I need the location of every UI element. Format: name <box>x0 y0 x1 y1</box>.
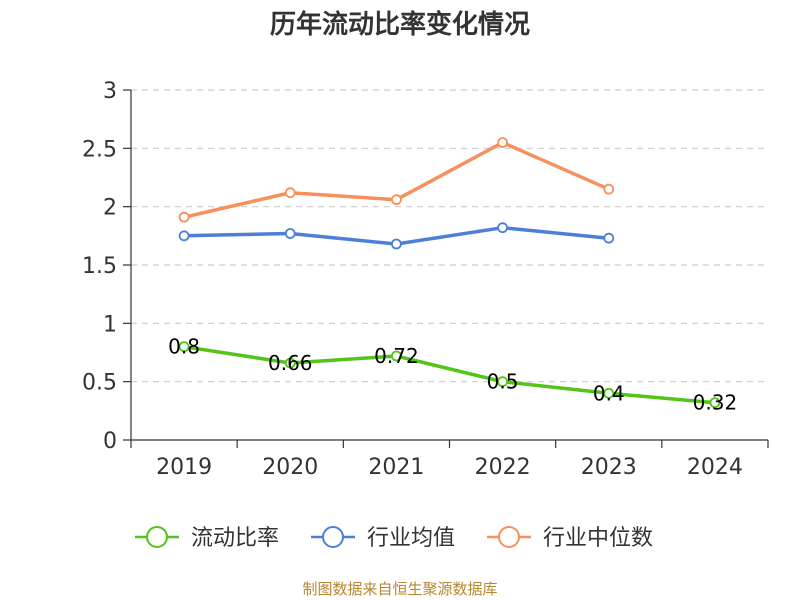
data-label-current-ratio: 0.5 <box>487 370 519 394</box>
legend: 流动比率 行业均值 行业中位数 <box>135 526 653 551</box>
series-industry-average <box>178 222 615 250</box>
y-tick-label: 0.5 <box>82 371 117 396</box>
series-line-industry-median <box>182 140 611 219</box>
data-point-industry-average[interactable] <box>284 228 296 239</box>
x-tick-label: 2023 <box>581 455 637 480</box>
data-point-current-ratio[interactable] <box>391 350 402 362</box>
x-tick-label: 2020 <box>262 455 318 480</box>
data-source-note: 制图数据来自恒生聚源数据库 <box>302 580 497 598</box>
legend-label: 行业均值 <box>367 526 455 551</box>
y-tick-label: 2 <box>103 196 117 221</box>
series-current-ratio <box>178 341 721 409</box>
y-tick-label: 1.5 <box>82 254 117 279</box>
data-point-current-ratio[interactable] <box>178 341 190 353</box>
y-tick-label: 0 <box>103 429 117 454</box>
data-point-industry-median[interactable] <box>178 211 190 223</box>
data-point-industry-average[interactable] <box>497 222 508 234</box>
data-point-industry-average[interactable] <box>391 238 402 250</box>
x-tick-label: 2021 <box>368 455 424 480</box>
x-tick-label: 2022 <box>475 455 531 480</box>
legend-label: 流动比率 <box>191 526 279 551</box>
data-point-current-ratio[interactable] <box>284 357 296 369</box>
data-point-industry-median[interactable] <box>391 194 402 206</box>
data-point-current-ratio[interactable] <box>497 376 508 388</box>
data-point-industry-average[interactable] <box>603 232 615 244</box>
y-tick-label: 2.5 <box>82 137 117 162</box>
y-tick-label: 1 <box>103 312 117 337</box>
x-tick-label: 2019 <box>156 455 212 480</box>
data-point-current-ratio[interactable] <box>709 397 721 409</box>
data-point-industry-average[interactable] <box>178 230 190 242</box>
data-point-current-ratio[interactable] <box>603 387 615 399</box>
data-label-current-ratio: 0.4 <box>593 381 625 405</box>
data-label-current-ratio: 0.72 <box>374 344 419 368</box>
data-label-current-ratio: 0.66 <box>268 351 313 375</box>
chart-title: 历年流动比率变化情况 <box>270 9 530 40</box>
data-point-industry-median[interactable] <box>497 137 508 148</box>
legend-item-current-ratio[interactable]: 流动比率 <box>135 526 279 551</box>
x-tick-label: 2024 <box>687 455 743 480</box>
data-point-industry-median[interactable] <box>603 183 615 195</box>
series-industry-median <box>178 137 615 223</box>
data-labels: 0.8 0.66 0.72 0.5 0.4 0.32 <box>168 335 737 415</box>
legend-label: 行业中位数 <box>543 526 653 551</box>
legend-swatch-marker <box>498 526 520 548</box>
data-label-current-ratio: 0.32 <box>693 391 738 415</box>
data-label-current-ratio: 0.8 <box>168 335 200 359</box>
y-tick-label: 3 <box>103 79 117 104</box>
grid-lines <box>131 89 768 383</box>
axes: 0 0.5 1 1.5 2 2.5 3 2019 2020 2021 2022 2023 2024 <box>82 79 769 480</box>
legend-item-industry-median[interactable]: 行业中位数 <box>487 526 653 551</box>
series-group <box>178 137 721 409</box>
data-point-industry-median[interactable] <box>284 187 296 199</box>
legend-item-industry-average[interactable]: 行业均值 <box>311 526 455 551</box>
legend-swatch-marker <box>322 526 344 548</box>
series-line-current-ratio <box>182 344 717 405</box>
legend-swatch-marker <box>146 526 168 548</box>
